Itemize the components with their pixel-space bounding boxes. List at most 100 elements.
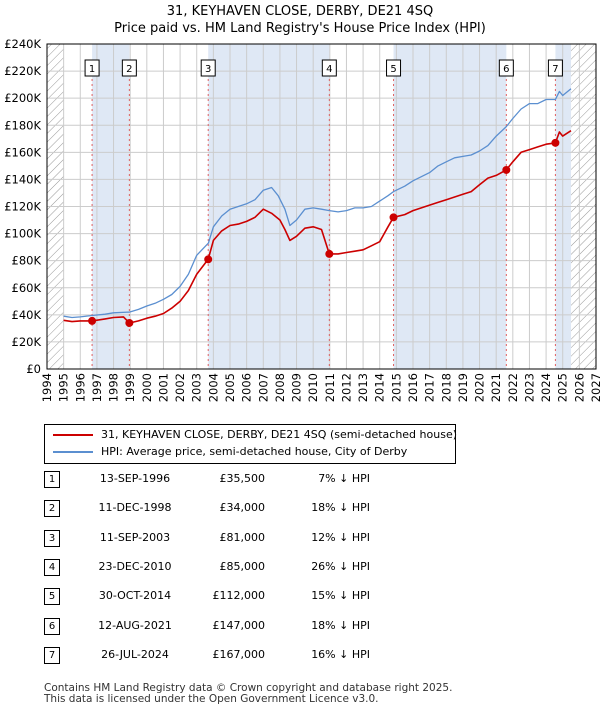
legend-label-property: 31, KEYHAVEN CLOSE, DERBY, DE21 4SQ (sem… [101,428,458,441]
sale-point [551,138,560,147]
sale-number-box [498,59,514,77]
sale-number-label: 6 [503,64,509,75]
title-line-2: Price paid vs. HM Land Registry's House … [114,21,486,36]
y-tick-label: £180K [4,118,41,132]
sale-point [389,213,398,222]
sale-number-label: 7 [552,64,558,75]
sale-row-date: 13-SEP-1996 [99,472,171,485]
x-tick-label: 2009 [290,373,304,402]
x-tick-label: 2016 [406,373,420,402]
sale-point [204,255,213,264]
x-tick-label: 2010 [306,373,320,402]
x-tick-label: 2006 [240,373,254,402]
hpi-series-line [63,88,572,319]
footer-line-1: Contains HM Land Registry data © Crown c… [44,682,453,694]
sale-row-price: £167,000 [212,647,266,661]
x-tick-label: 2021 [489,373,503,402]
sale-row: 1 13-SEP-1996 £35,500 7% ↓ HPI [0,470,600,490]
x-tick-label: 2022 [506,373,520,402]
sale-number-label: 1 [89,64,95,75]
sale-row-number: 1 [44,471,60,488]
sale-row-number: 4 [44,558,60,576]
x-tick-label: 2012 [339,373,353,402]
x-tick-label: 2026 [572,373,586,402]
x-tick-label: 2019 [456,373,470,402]
sale-row-date: 26-JUL-2024 [101,647,169,661]
x-tick-label: 2020 [473,373,487,402]
sale-row-price: £112,000 [212,589,266,603]
y-tick-label: £0 [26,362,41,376]
x-tick-label: 2011 [323,373,337,402]
y-tick-label: £80K [12,254,42,268]
y-tick-label: £200K [4,91,41,105]
sale-number-label: 4 [326,64,332,75]
sale-row-price: £34,000 [219,501,266,515]
sale-row-price: £85,000 [219,559,266,573]
sale-number-box [121,59,137,77]
x-tick-label: 2008 [273,373,287,402]
x-tick-label: 2025 [556,373,570,402]
y-tick-label: £100K [4,227,41,241]
sale-number-box [200,59,216,77]
sale-row-hpi: 16% ↓ HPI [311,647,370,661]
x-tick-label: 1997 [90,373,104,402]
x-tick-label: 2002 [173,373,187,402]
sale-number-label: 5 [390,64,396,75]
x-tick-label: 2017 [423,373,437,402]
sale-number-box [84,59,100,77]
sale-row: 2 11-DEC-1998 £34,000 18% ↓ HPI [0,499,600,519]
sale-row-number: 2 [44,500,60,518]
y-tick-label: £220K [4,64,41,78]
x-tick-label: 1994 [40,373,54,402]
sale-row-number: 3 [44,529,60,547]
sale-row-price: £81,000 [219,530,266,544]
sale-row-hpi: 26% ↓ HPI [311,559,370,573]
y-tick-label: £60K [12,281,42,295]
x-tick-label: 2000 [140,373,154,402]
sale-row-hpi: 15% ↓ HPI [311,589,370,603]
sale-number-label: 3 [205,64,211,75]
sale-row-date: 30-OCT-2014 [98,589,172,603]
sale-number-box [321,59,337,77]
sale-point [125,318,134,327]
sale-point [325,249,334,258]
sale-point [502,165,511,174]
sale-row-date: 11-DEC-1998 [98,501,172,515]
sale-row: 5 30-OCT-2014 £112,000 15% ↓ HPI [0,587,600,607]
x-tick-label: 2003 [190,373,204,402]
sale-row-number: 6 [44,617,60,635]
title-line-1: 31, KEYHAVEN CLOSE, DERBY, DE21 4SQ [166,4,434,19]
legend-swatch-property [53,434,93,436]
legend: 31, KEYHAVEN CLOSE, DERBY, DE21 4SQ (sem… [44,424,458,464]
sale-row-number: 7 [44,646,60,664]
x-tick-label: 2007 [256,373,270,402]
x-tick-label: 2004 [206,373,220,402]
x-tick-label: 2027 [589,373,600,402]
x-tick-label: 2014 [373,373,387,402]
y-tick-label: £120K [4,200,41,214]
sale-row-date: 12-AUG-2021 [98,618,172,632]
y-tick-label: £140K [4,172,41,186]
x-tick-label: 2001 [156,373,170,402]
x-tick-label: 1999 [123,373,137,402]
sale-row-date: 23-DEC-2010 [98,559,172,573]
legend-label-hpi: HPI: Average price, semi-detached house,… [101,445,408,458]
sale-row-price: £147,000 [212,618,266,632]
legend-swatch-hpi [53,451,93,453]
x-tick-label: 2013 [356,373,370,402]
sale-row: 4 23-DEC-2010 £85,000 26% ↓ HPI [0,558,600,578]
x-tick-label: 1998 [107,373,121,402]
sale-row-hpi: 18% ↓ HPI [311,618,370,632]
x-tick-label: 2023 [522,373,536,402]
y-tick-label: £160K [4,145,41,159]
footer-line-2: This data is licensed under the Open Gov… [44,693,379,705]
chart-title: 31, KEYHAVEN CLOSE, DERBY, DE21 4SQ Pric… [0,3,600,37]
price-chart: £0 £20K £40K £60K £80K £100K £120K £140K £160K £1… [4,37,600,402]
x-tick-label: 1996 [73,373,87,402]
sale-number-box [547,59,563,77]
sale-row-date: 11-SEP-2003 [99,530,171,544]
y-tick-label: £240K [4,37,41,51]
plot-border [46,43,597,370]
sale-row: 7 26-JUL-2024 £167,000 16% ↓ HPI [0,646,600,666]
sale-row: 3 11-SEP-2003 £81,000 12% ↓ HPI [0,529,600,549]
